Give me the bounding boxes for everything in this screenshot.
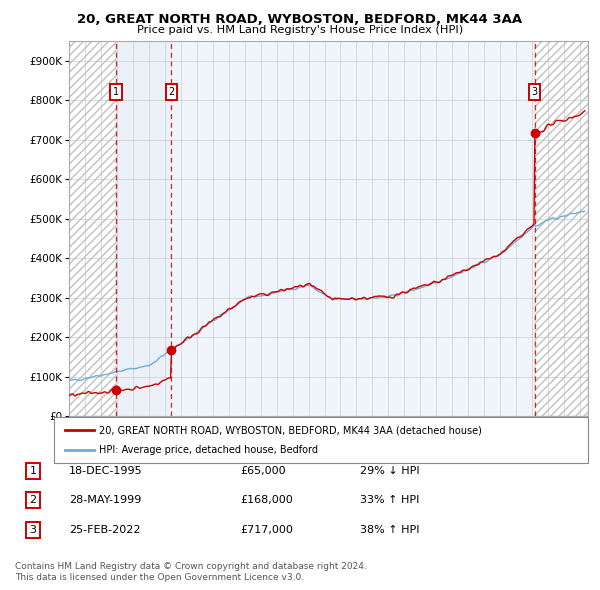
Text: 33% ↑ HPI: 33% ↑ HPI xyxy=(360,496,419,505)
Text: 20, GREAT NORTH ROAD, WYBOSTON, BEDFORD, MK44 3AA (detached house): 20, GREAT NORTH ROAD, WYBOSTON, BEDFORD,… xyxy=(100,425,482,435)
Bar xyxy=(535,41,588,416)
Text: £168,000: £168,000 xyxy=(240,496,293,505)
Text: 2: 2 xyxy=(168,87,175,97)
Bar xyxy=(69,41,116,416)
Text: 3: 3 xyxy=(532,87,538,97)
Text: 25-FEB-2022: 25-FEB-2022 xyxy=(69,525,140,535)
Bar xyxy=(172,41,535,416)
Text: 3: 3 xyxy=(29,525,37,535)
Text: £65,000: £65,000 xyxy=(240,466,286,476)
FancyBboxPatch shape xyxy=(54,417,588,463)
Bar xyxy=(116,41,172,416)
Text: Price paid vs. HM Land Registry's House Price Index (HPI): Price paid vs. HM Land Registry's House … xyxy=(137,25,463,35)
Text: 1: 1 xyxy=(113,87,119,97)
Text: 18-DEC-1995: 18-DEC-1995 xyxy=(69,466,143,476)
Text: Contains HM Land Registry data © Crown copyright and database right 2024.
This d: Contains HM Land Registry data © Crown c… xyxy=(15,562,367,582)
Text: HPI: Average price, detached house, Bedford: HPI: Average price, detached house, Bedf… xyxy=(100,445,319,455)
Text: 38% ↑ HPI: 38% ↑ HPI xyxy=(360,525,419,535)
Bar xyxy=(535,41,588,416)
Bar xyxy=(69,41,116,416)
Text: 1: 1 xyxy=(29,466,37,476)
Text: £717,000: £717,000 xyxy=(240,525,293,535)
Text: 2: 2 xyxy=(29,496,37,505)
Text: 29% ↓ HPI: 29% ↓ HPI xyxy=(360,466,419,476)
Text: 20, GREAT NORTH ROAD, WYBOSTON, BEDFORD, MK44 3AA: 20, GREAT NORTH ROAD, WYBOSTON, BEDFORD,… xyxy=(77,13,523,26)
Text: 28-MAY-1999: 28-MAY-1999 xyxy=(69,496,142,505)
